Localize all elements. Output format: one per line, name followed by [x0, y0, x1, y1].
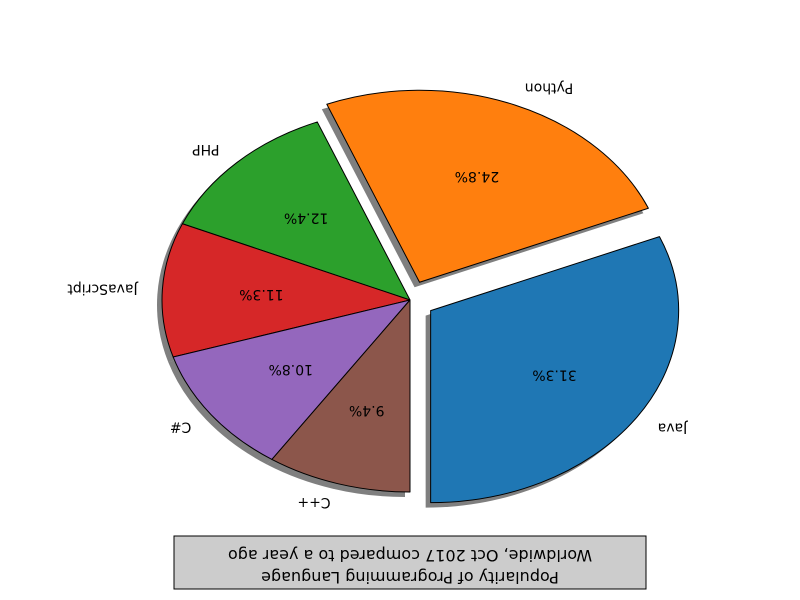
- slice-python: [326, 89, 649, 283]
- labels-layer: 31.3% Java 24.8% Python 12.4% PHP 11.3% JavaScr…: [67, 79, 688, 510]
- title-background: [173, 535, 647, 590]
- slice-javascript: [161, 223, 411, 358]
- slice-csharp: [172, 299, 411, 460]
- chart-title-line-1: Popularity of Programming Language: [261, 568, 559, 587]
- slice-label-java: Java: [658, 420, 689, 436]
- chart-title-line-2: Worldwide, Oct 2017 compared to a year a…: [228, 546, 592, 565]
- slice-cplusplus: [271, 299, 411, 493]
- pct-label-php: 12.4%: [284, 210, 328, 226]
- pct-label-csharp: 10.8%: [268, 361, 312, 377]
- slice-label-javascript: JavaScript: [67, 281, 139, 297]
- pct-label-python: 24.8%: [455, 168, 499, 184]
- slice-label-php: PHP: [192, 141, 219, 157]
- chart-rotated-group: 31.3% Java 24.8% Python 12.4% PHP 11.3% JavaScr…: [67, 79, 688, 590]
- chart-title-box: Popularity of Programming Language World…: [173, 535, 647, 590]
- slices-layer: [161, 89, 680, 504]
- pct-label-java: 31.3%: [532, 366, 576, 382]
- slice-label-csharp: C#: [170, 418, 192, 434]
- slice-label-python: Python: [525, 79, 574, 95]
- pct-label-cplusplus: 9.4%: [349, 402, 385, 418]
- slice-php: [181, 121, 411, 301]
- pct-label-javascript: 11.3%: [239, 286, 283, 302]
- slice-java: [430, 236, 680, 504]
- slice-label-cplusplus: C++: [297, 494, 330, 510]
